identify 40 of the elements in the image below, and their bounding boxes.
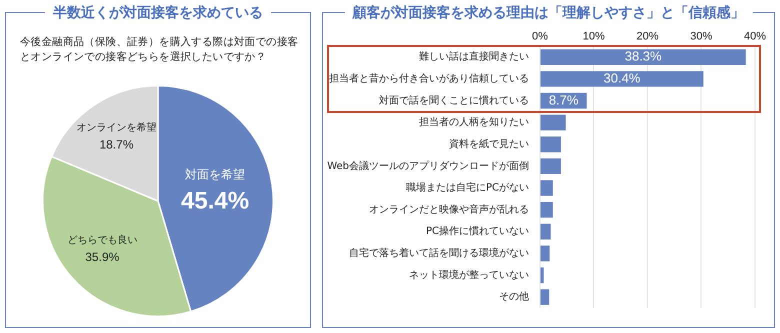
bar <box>540 158 561 174</box>
bar <box>540 289 550 305</box>
x-tick-label: 30% <box>690 30 712 43</box>
y-tick-label: 担当者と昔から付き合いがあり信頼している <box>329 72 529 85</box>
bar <box>540 71 704 87</box>
bar <box>540 267 544 284</box>
bar <box>540 202 553 218</box>
y-tick-label: 自宅で落ち着いて話を聞ける環境がない <box>349 247 529 260</box>
bar <box>540 180 553 196</box>
data-label: 8.7% <box>548 92 579 108</box>
bar <box>540 49 746 65</box>
bar <box>540 136 561 152</box>
x-tick-label: 10% <box>582 30 605 43</box>
x-tick-label: 0% <box>532 30 548 43</box>
chart-title: 半数近くが対面接客を求めている <box>45 5 271 21</box>
data-label: 45.4% <box>180 188 250 215</box>
data-label: 18.7% <box>99 138 134 152</box>
y-tick-label: 難しい話は直接聞きたい <box>419 50 529 63</box>
slice-label: オンラインを希望 <box>76 122 156 134</box>
y-tick-label: オンラインだと映像や音声が乱れる <box>369 203 529 216</box>
bar <box>540 246 550 262</box>
slice-label: どちらでも良い <box>67 234 138 246</box>
y-tick-label: 職場または自宅にPCがない <box>406 182 529 194</box>
chart-title: 顧客が対面接客を求める理由は「理解しやすさ」と「信頼感」 <box>344 5 752 21</box>
y-tick-label: 資料を紙で見たい <box>449 138 529 150</box>
x-tick-label: 20% <box>636 30 659 43</box>
y-tick-label: 担当者の人柄を知りたい <box>419 116 529 128</box>
slice-label: 対面を希望 <box>185 168 246 182</box>
bar <box>540 224 551 240</box>
x-tick-label: 40% <box>744 30 766 43</box>
data-label: 30.4% <box>604 70 641 86</box>
y-tick-label: PC操作に慣れていない <box>426 225 529 238</box>
bar <box>540 114 566 130</box>
data-label: 38.3% <box>624 48 662 64</box>
y-tick-label: Web会議ツールのアプリダウンロードが面倒 <box>327 160 529 172</box>
y-tick-label: その他 <box>499 290 529 303</box>
data-label: 35.9% <box>85 250 120 264</box>
y-tick-label: 対面で話を聞くことに慣れている <box>379 94 529 106</box>
y-tick-label: ネット環境が整っていない <box>409 268 529 281</box>
chart-subtitle: 今後金融商品（保険、証券）を購入する際は対面での接客とオンラインでの接客どちらを選択したいですか？ <box>20 35 300 65</box>
